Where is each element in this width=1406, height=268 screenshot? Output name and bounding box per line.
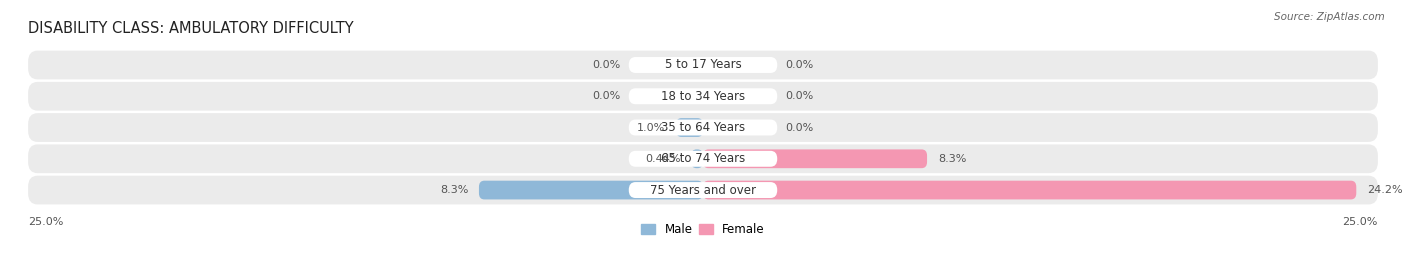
Text: 18 to 34 Years: 18 to 34 Years bbox=[661, 90, 745, 103]
Text: 8.3%: 8.3% bbox=[440, 185, 468, 195]
FancyBboxPatch shape bbox=[628, 182, 778, 198]
FancyBboxPatch shape bbox=[28, 82, 1378, 111]
Text: 0.0%: 0.0% bbox=[592, 60, 620, 70]
Text: DISABILITY CLASS: AMBULATORY DIFFICULTY: DISABILITY CLASS: AMBULATORY DIFFICULTY bbox=[28, 21, 354, 36]
Text: 25.0%: 25.0% bbox=[1343, 217, 1378, 227]
FancyBboxPatch shape bbox=[628, 120, 778, 136]
Text: 24.2%: 24.2% bbox=[1367, 185, 1403, 195]
FancyBboxPatch shape bbox=[28, 176, 1378, 204]
FancyBboxPatch shape bbox=[628, 57, 778, 73]
FancyBboxPatch shape bbox=[703, 150, 927, 168]
FancyBboxPatch shape bbox=[628, 151, 778, 167]
FancyBboxPatch shape bbox=[479, 181, 703, 199]
FancyBboxPatch shape bbox=[676, 118, 703, 137]
Text: 0.0%: 0.0% bbox=[786, 122, 814, 132]
FancyBboxPatch shape bbox=[28, 144, 1378, 173]
Text: 0.0%: 0.0% bbox=[786, 60, 814, 70]
FancyBboxPatch shape bbox=[628, 88, 778, 104]
Text: 0.0%: 0.0% bbox=[592, 91, 620, 101]
FancyBboxPatch shape bbox=[28, 113, 1378, 142]
Text: 1.0%: 1.0% bbox=[637, 122, 665, 132]
Text: 25.0%: 25.0% bbox=[28, 217, 63, 227]
Text: Source: ZipAtlas.com: Source: ZipAtlas.com bbox=[1274, 12, 1385, 22]
Text: 65 to 74 Years: 65 to 74 Years bbox=[661, 152, 745, 165]
Text: 5 to 17 Years: 5 to 17 Years bbox=[665, 58, 741, 72]
FancyBboxPatch shape bbox=[692, 150, 703, 168]
FancyBboxPatch shape bbox=[28, 51, 1378, 79]
Text: 75 Years and over: 75 Years and over bbox=[650, 184, 756, 196]
Text: 35 to 64 Years: 35 to 64 Years bbox=[661, 121, 745, 134]
Text: 0.44%: 0.44% bbox=[645, 154, 681, 164]
Text: 0.0%: 0.0% bbox=[786, 91, 814, 101]
FancyBboxPatch shape bbox=[703, 181, 1357, 199]
Text: 8.3%: 8.3% bbox=[938, 154, 966, 164]
Legend: Male, Female: Male, Female bbox=[641, 223, 765, 236]
